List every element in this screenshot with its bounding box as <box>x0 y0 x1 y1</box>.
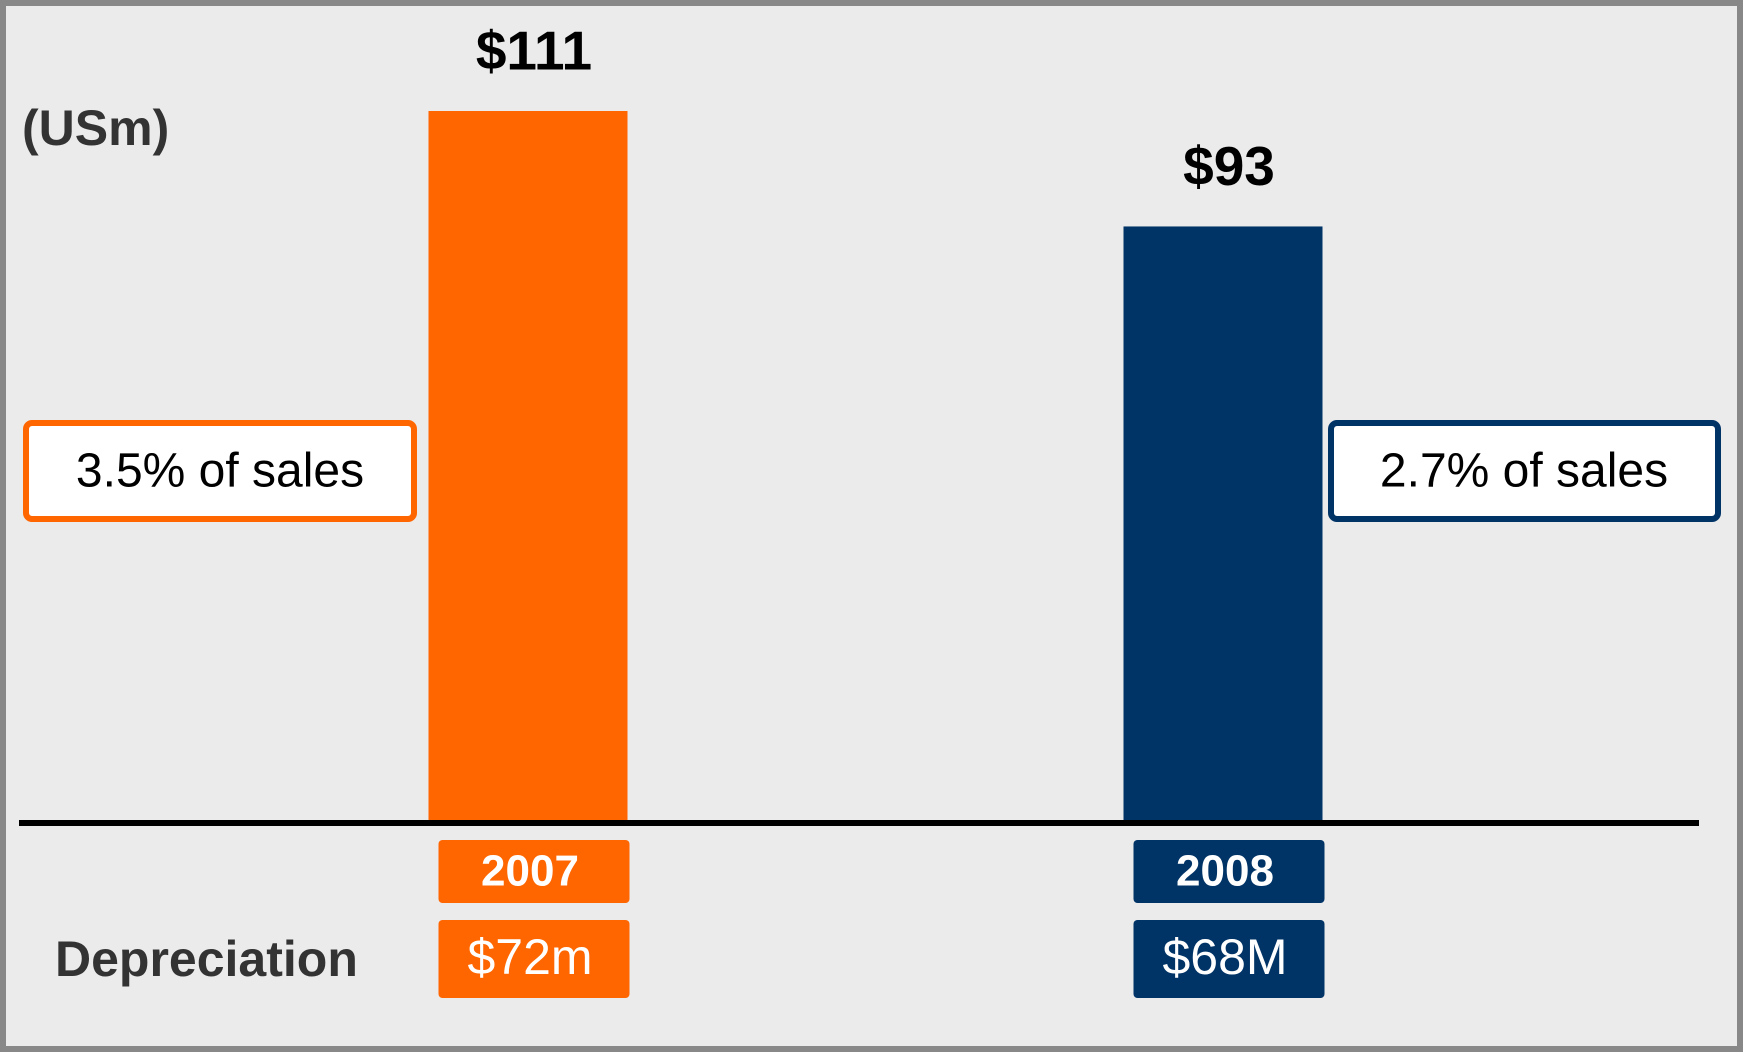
x-tick-label: 2008 <box>1176 847 1274 896</box>
depreciation-value: $68M <box>1162 929 1287 985</box>
bar <box>428 111 628 823</box>
category-box <box>1133 840 1325 903</box>
unit-label: (USm) <box>22 100 169 156</box>
row-label: Depreciation <box>55 931 358 987</box>
depreciation-value: $72m <box>467 929 592 985</box>
bar <box>1123 226 1323 823</box>
category-box <box>438 840 630 903</box>
value-label: $111 <box>476 20 592 82</box>
depreciation-box <box>438 920 630 998</box>
annotation: 2.7% of sales <box>1380 445 1668 498</box>
annotation-box <box>1328 420 1721 522</box>
annotation: 3.5% of sales <box>76 445 364 498</box>
depreciation-box <box>1133 920 1325 998</box>
value-label: $93 <box>1183 135 1275 197</box>
x-tick-label: 2007 <box>481 847 579 896</box>
annotation-box <box>23 420 417 522</box>
